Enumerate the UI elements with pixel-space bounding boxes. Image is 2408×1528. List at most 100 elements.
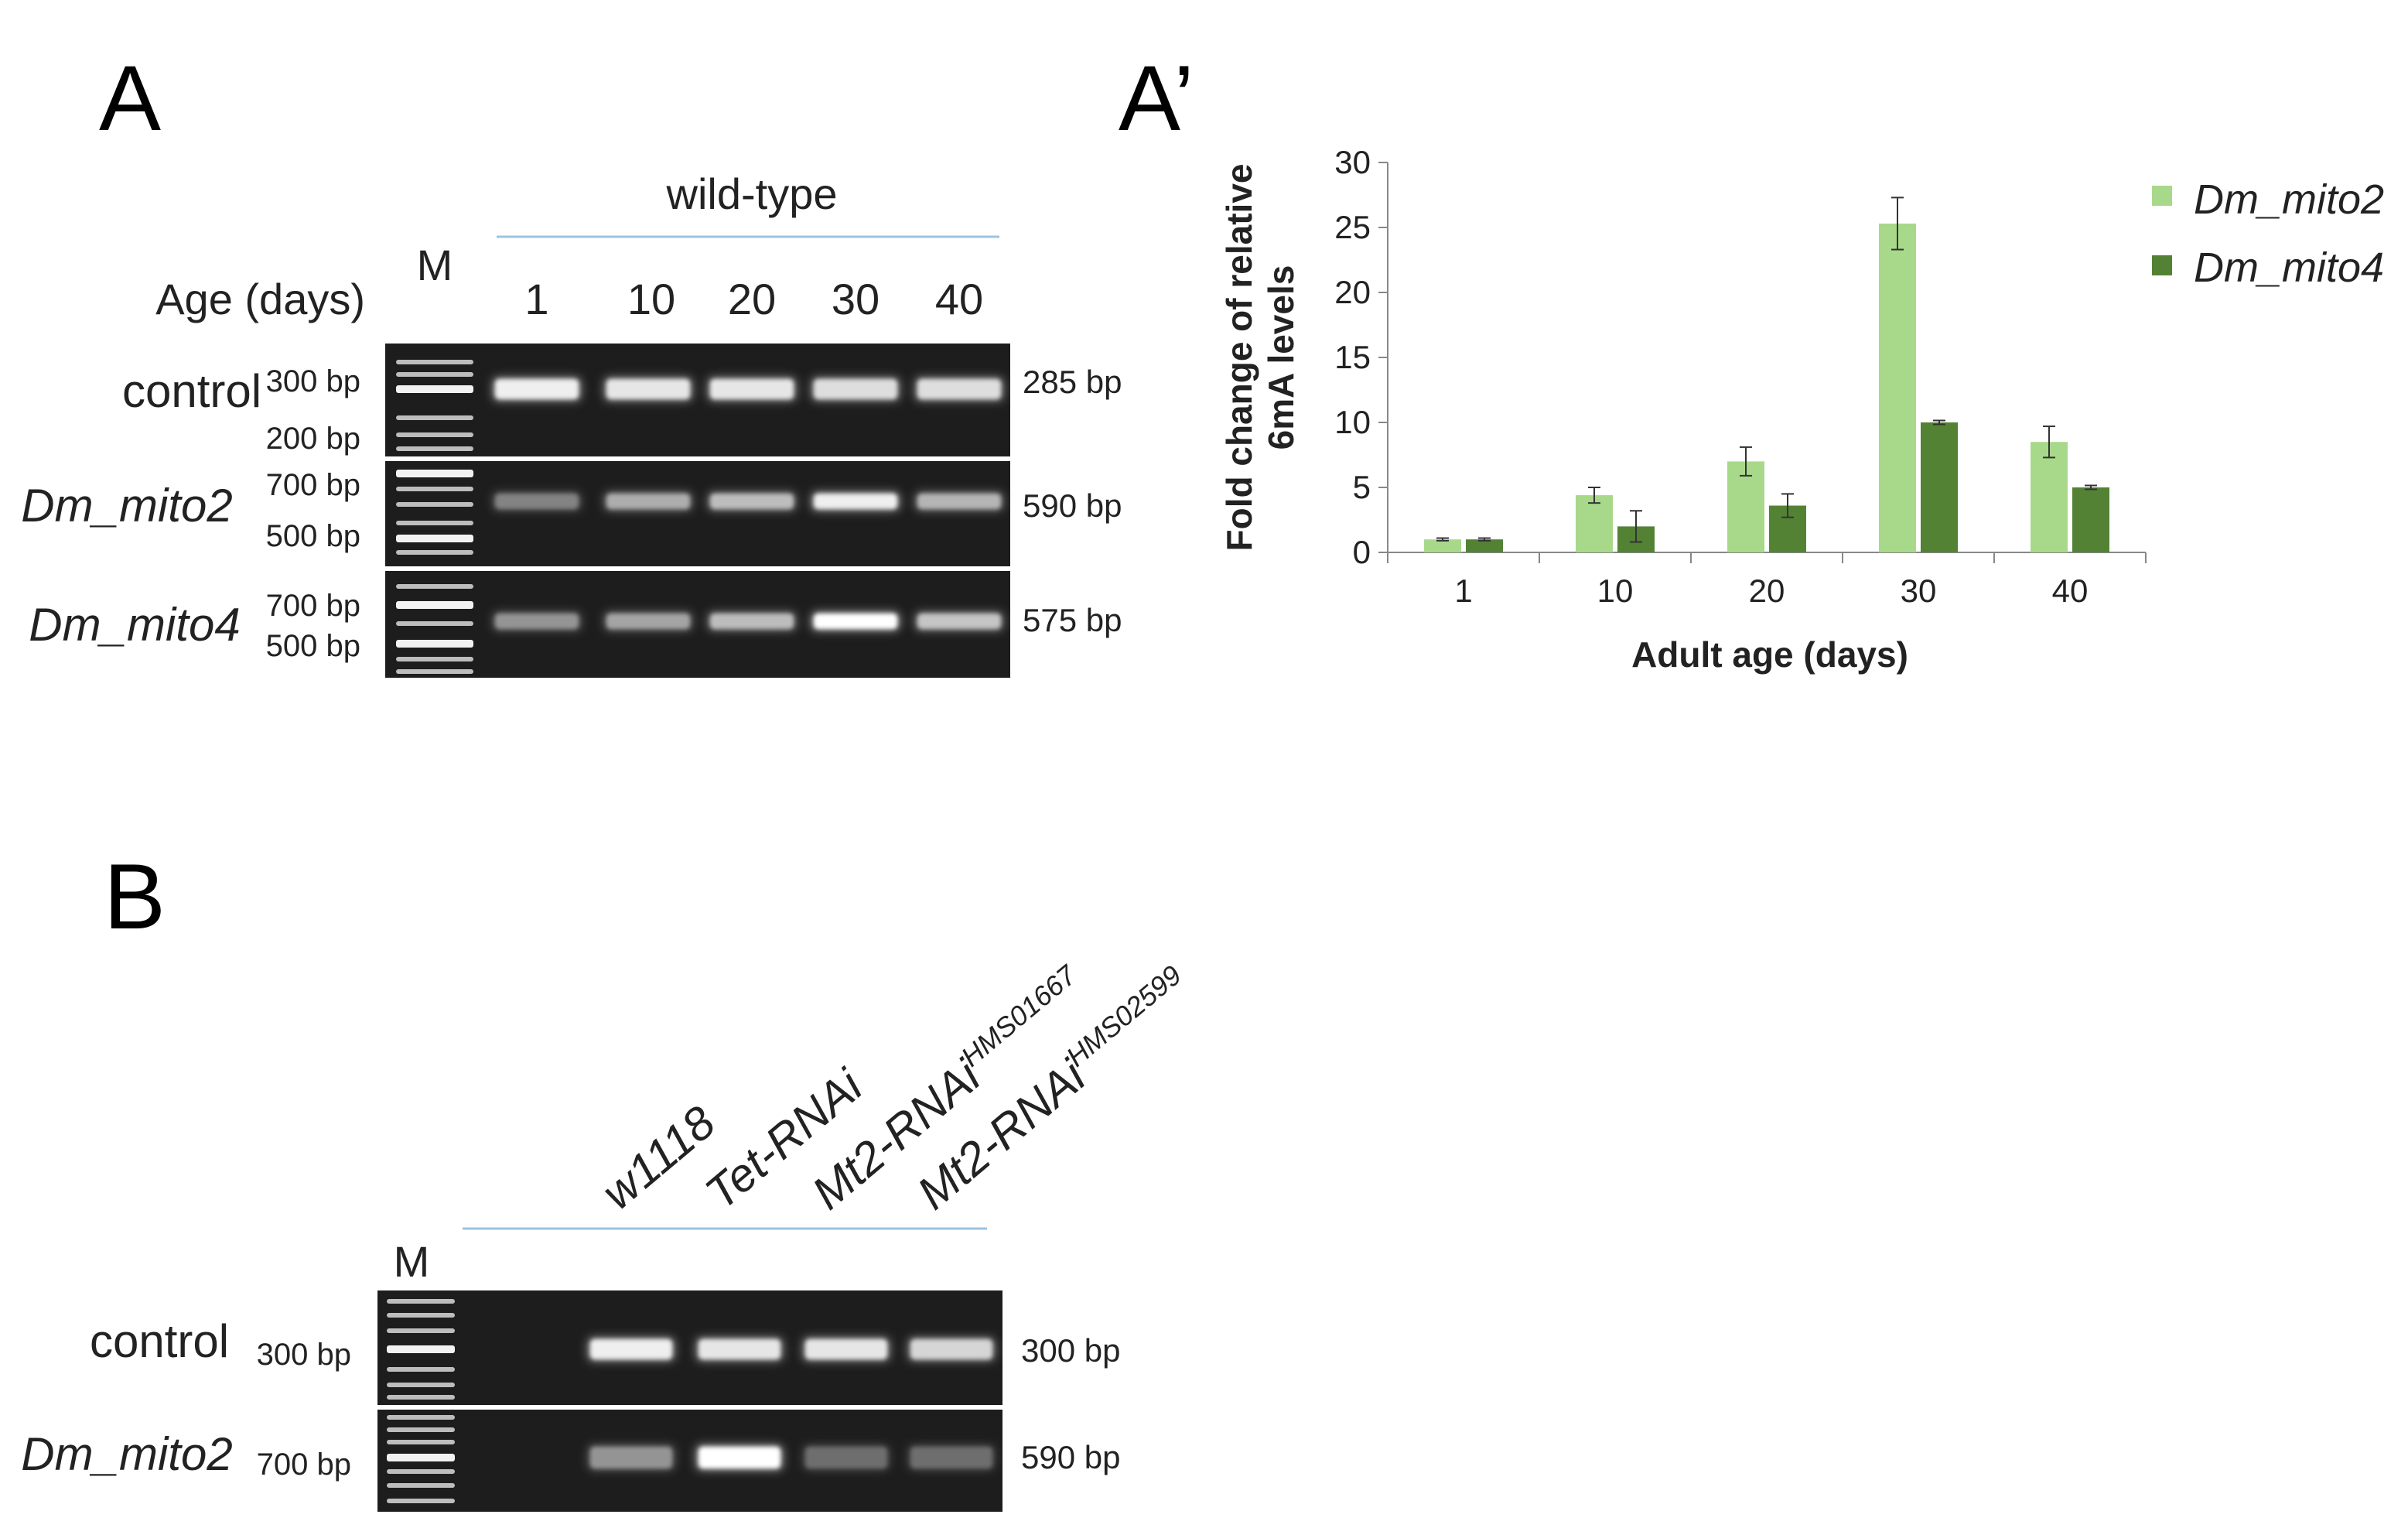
- gel-band: [917, 379, 1001, 399]
- marker-size-control-bottom: 200 bp: [266, 422, 360, 456]
- bar-dm-mito2: [1576, 495, 1613, 552]
- chart-axes: 0 5 10 15 20 25 30 1 10 20 30 40: [1334, 144, 2147, 609]
- product-size-mito2: 590 bp: [1023, 487, 1122, 524]
- gel-band: [805, 1447, 887, 1468]
- lane-label-20: 20: [728, 275, 776, 323]
- ladder-band: [387, 1469, 455, 1474]
- gel-band: [495, 379, 579, 399]
- legend-swatch-dm-mito4: [2152, 255, 2172, 275]
- ladder-band: [396, 502, 473, 507]
- gel-band: [917, 494, 1001, 509]
- gel-band: [698, 1447, 780, 1468]
- ladder-band: [387, 1440, 455, 1444]
- row-label-dm-mito2-b: Dm_mito2: [21, 1428, 232, 1480]
- gel-band: [814, 614, 897, 629]
- bar-dm-mito2: [1879, 223, 1916, 552]
- lane-label-mt2-rnai-2-sup: HMS02599: [1061, 959, 1187, 1072]
- panel-a-prime-letter: A’: [1119, 46, 1194, 150]
- gel-band: [814, 494, 897, 509]
- legend-swatch-dm-mito2: [2152, 186, 2172, 206]
- marker-size-mito4-bottom: 500 bp: [266, 629, 360, 663]
- x-tick-label: 1: [1454, 573, 1472, 609]
- gel-band: [606, 494, 690, 509]
- product-size-mito4: 575 bp: [1023, 602, 1122, 638]
- marker-lane-label: M: [417, 241, 453, 289]
- lane-label-w1118: w1118: [592, 1096, 725, 1219]
- gel-row-dm-mito4: [385, 571, 1010, 678]
- lane-label-30: 30: [832, 275, 880, 323]
- gel-row-dm-mito2: [385, 461, 1010, 566]
- marker-size-control-b: 300 bp: [257, 1338, 351, 1372]
- ladder-band: [396, 385, 473, 393]
- x-tick-label: 20: [1749, 573, 1785, 609]
- bar-dm-mito2: [1424, 539, 1461, 552]
- ladder-band: [387, 1483, 455, 1488]
- chart-bars: [1424, 197, 2109, 552]
- product-size-control: 285 bp: [1023, 364, 1122, 400]
- y-axis-title-line1: Fold change of relative: [1219, 164, 1259, 552]
- age-label: Age (days): [155, 275, 365, 323]
- bar-dm-mito2: [2031, 442, 2068, 552]
- ladder-band: [387, 1383, 455, 1387]
- ladder-band: [396, 669, 473, 674]
- y-tick-label: 20: [1334, 274, 1371, 310]
- marker-size-control-top: 300 bp: [266, 364, 360, 398]
- gel-band: [698, 1339, 780, 1359]
- gel-band: [606, 614, 690, 629]
- ladder-band: [387, 1367, 455, 1372]
- ladder-band: [396, 550, 473, 555]
- row-label-dm-mito4: Dm_mito4: [29, 599, 240, 651]
- gel-band: [710, 494, 794, 509]
- marker-size-mito2-top: 700 bp: [266, 468, 360, 502]
- gel-band: [910, 1447, 992, 1468]
- marker-size-mito2-b: 700 bp: [257, 1448, 351, 1482]
- lane-label-40: 40: [935, 275, 983, 323]
- gel-band: [590, 1339, 672, 1359]
- gel-band: [814, 379, 897, 399]
- bar-dm-mito4: [1921, 422, 1958, 552]
- chart-legend: Dm_mito2 Dm_mito4: [2152, 176, 2384, 291]
- y-tick-label: 15: [1334, 339, 1371, 375]
- ladder-band: [396, 640, 473, 648]
- ladder-band: [396, 487, 473, 491]
- panel-a-letter: A: [99, 46, 161, 150]
- lane-label-w1118-text: w1118: [592, 1096, 725, 1219]
- ladder-band: [396, 584, 473, 589]
- y-tick-label: 10: [1334, 404, 1371, 440]
- product-size-mito2-b: 590 bp: [1021, 1439, 1120, 1475]
- gel-band: [710, 614, 794, 629]
- row-label-control-b: control: [90, 1315, 229, 1367]
- ladder-band: [396, 657, 473, 661]
- marker-size-mito4-top: 700 bp: [266, 589, 360, 623]
- x-axis-title: Adult age (days): [1631, 634, 1908, 675]
- ladder-band: [396, 372, 473, 377]
- gel-band: [495, 614, 579, 629]
- row-label-dm-mito2: Dm_mito2: [21, 480, 232, 532]
- y-axis-title-line2: 6mA levels: [1261, 265, 1301, 450]
- wild-type-label: wild-type: [666, 169, 838, 218]
- ladder-band: [387, 1499, 455, 1503]
- ladder-band: [387, 1345, 455, 1353]
- gel-band: [910, 1339, 992, 1359]
- bar-dm-mito4: [2072, 487, 2109, 552]
- y-tick-label: 25: [1334, 209, 1371, 245]
- gel-row-control: [377, 1290, 1002, 1405]
- y-tick-label: 0: [1353, 534, 1371, 570]
- ladder-band: [396, 446, 473, 451]
- lane-label-1: 1: [524, 275, 548, 323]
- y-axis-title: Fold change of relative 6mA levels: [1219, 164, 1301, 552]
- marker-size-mito2-bottom: 500 bp: [266, 519, 360, 553]
- gel-band: [805, 1339, 887, 1359]
- row-label-control: control: [122, 365, 261, 417]
- ladder-band: [396, 360, 473, 364]
- chart-a-prime: Fold change of relative 6mA levels Adult…: [1219, 144, 2384, 675]
- marker-lane-label-b: M: [394, 1237, 430, 1286]
- gel-panel-b: [377, 1290, 1002, 1512]
- ladder-band: [396, 601, 473, 609]
- ladder-band: [387, 1395, 455, 1400]
- gel-band: [917, 614, 1001, 629]
- ladder-band: [387, 1299, 455, 1304]
- gel-panel-a: [385, 344, 1010, 678]
- gel-band: [590, 1447, 672, 1468]
